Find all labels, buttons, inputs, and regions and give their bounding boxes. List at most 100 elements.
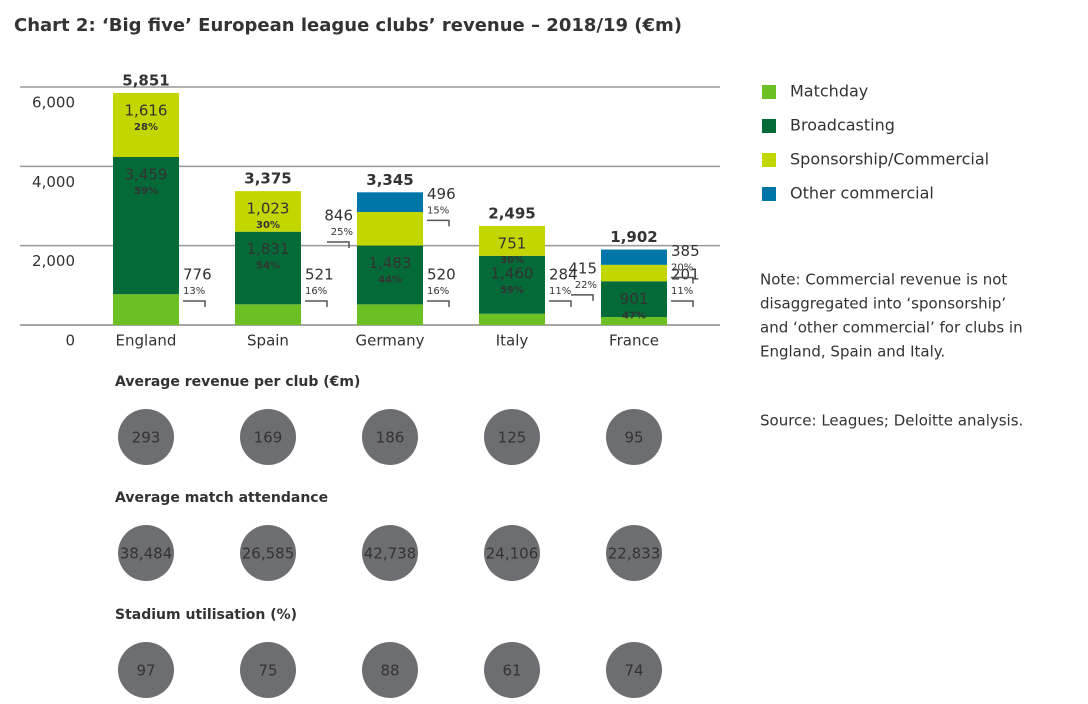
share-label: 11% [549,286,571,297]
y-tick-label: 2,000 [32,252,75,270]
bar-segment [357,192,423,212]
label-bracket [183,300,206,307]
value-label: 751 [498,235,527,253]
bar-segment [113,157,179,295]
stat-value: 26,585 [242,545,295,563]
note-line: England, Spain and Italy. [760,343,945,361]
note-line: Note: Commercial revenue is not [760,271,1007,289]
stat-circle [118,642,174,698]
x-tick-label: England [116,332,177,350]
stat-circle [362,409,418,465]
x-tick-label: Italy [496,332,529,350]
share-label: 59% [500,285,524,296]
label-bracket [327,241,350,248]
stat-circle [606,525,662,581]
stat-value: 38,484 [120,545,173,563]
stat-circle [484,642,540,698]
stat-value: 61 [502,662,521,680]
bar-segment [113,294,179,325]
stat-value: 22,833 [608,545,661,563]
legend-label: Sponsorship/Commercial [790,150,989,169]
stat-circle [240,642,296,698]
share-label: 15% [427,205,449,216]
label-bracket [571,294,594,301]
stat-circle [118,409,174,465]
share-label: 16% [427,286,449,297]
bar-segment [235,191,301,232]
share-label: 11% [671,286,693,297]
y-tick-label: 6,000 [32,94,75,112]
legend-swatch [762,119,776,133]
y-tick-label: 4,000 [32,173,75,191]
value-label: 415 [568,259,597,277]
share-label: 44% [378,275,402,286]
stat-value: 88 [380,662,399,680]
value-label: 1,483 [369,254,412,272]
stat-circle [606,642,662,698]
legend-label: Other commercial [790,184,934,203]
stat-value: 293 [132,429,161,447]
value-label: 496 [427,185,456,203]
value-label: 284 [549,266,578,284]
legend-label: Matchday [790,82,868,101]
share-label: 54% [256,261,280,272]
share-label: 16% [305,286,327,297]
stat-circle [362,525,418,581]
label-bracket [305,300,328,307]
value-label: 1,023 [247,200,290,218]
legend-swatch [762,187,776,201]
stat-value: 125 [498,429,527,447]
share-label: 47% [622,310,646,321]
x-tick-label: Spain [247,332,289,350]
bar-segment [601,264,667,282]
stat-circle [240,525,296,581]
bar-segment [601,281,667,318]
value-label: 3,459 [125,166,168,184]
panel-title: Average revenue per club (€m) [115,374,360,390]
legend-label: Broadcasting [790,116,895,135]
share-label: 59% [134,186,158,197]
share-label: 22% [575,280,597,291]
panel-title: Average match attendance [115,490,328,506]
source: Source: Leagues; Deloitte analysis. [760,412,1023,430]
total-label: 5,851 [122,71,169,89]
share-label: 20% [671,263,693,274]
stat-circle [362,642,418,698]
bar-segment [113,92,179,158]
stat-value: 97 [136,662,155,680]
value-label: 776 [183,266,212,284]
stat-value: 24,106 [486,545,539,563]
stat-value: 169 [254,429,283,447]
share-label: 13% [183,286,205,297]
x-tick-label: Germany [356,332,425,350]
label-bracket [671,300,694,307]
value-label: 1,616 [125,101,168,119]
total-label: 3,345 [366,171,413,189]
bar-segment [479,255,545,314]
total-label: 1,902 [610,228,657,246]
bar-segment [357,245,423,305]
value-label: 1,460 [491,264,534,282]
share-label: 30% [256,220,280,231]
value-label: 521 [305,266,334,284]
share-label: 28% [134,122,158,133]
x-tick-label: France [609,332,659,350]
bar-segment [235,304,301,325]
label-bracket [671,276,694,284]
value-label: 846 [324,206,353,224]
y-tick-label: 0 [65,332,75,350]
stat-value: 95 [624,429,643,447]
value-label: 1,831 [247,240,290,258]
total-label: 2,495 [488,205,535,223]
legend-swatch [762,153,776,167]
legend-swatch [762,85,776,99]
bar-segment [601,317,667,325]
bar-segment [601,249,667,265]
bar-segment [357,304,423,325]
stat-circle [118,525,174,581]
stat-value: 42,738 [364,545,417,563]
note-line: disaggregated into ‘sponsorship’ [760,295,1006,313]
stat-circle [484,409,540,465]
